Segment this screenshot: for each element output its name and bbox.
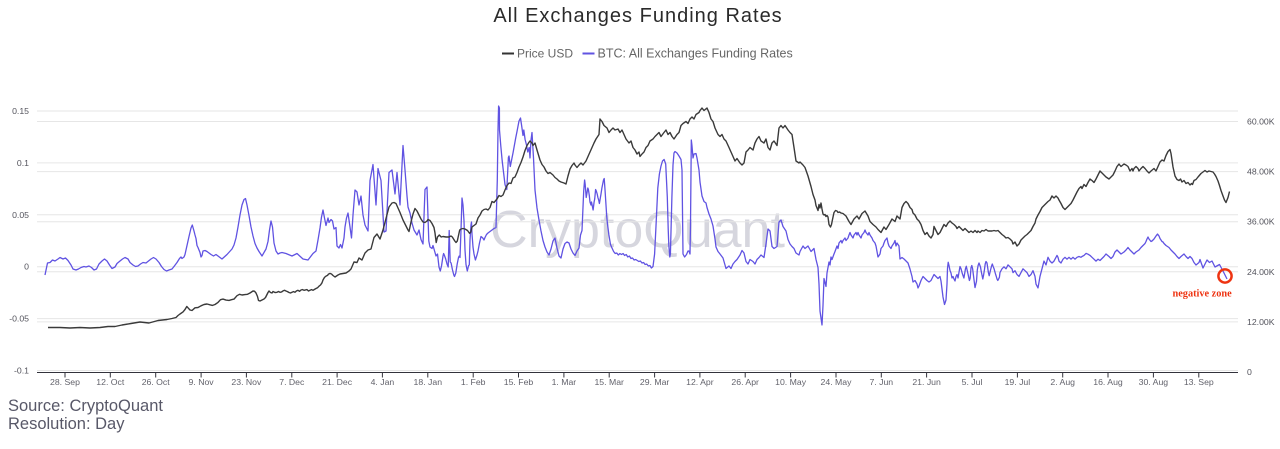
svg-text:26. Apr: 26. Apr bbox=[731, 377, 759, 387]
svg-text:0.05: 0.05 bbox=[12, 210, 29, 220]
svg-text:0: 0 bbox=[1247, 367, 1252, 377]
svg-text:1. Mar: 1. Mar bbox=[552, 377, 577, 387]
svg-text:7. Dec: 7. Dec bbox=[279, 377, 305, 387]
svg-text:12. Apr: 12. Apr bbox=[686, 377, 714, 387]
svg-text:2. Aug: 2. Aug bbox=[1050, 377, 1075, 387]
svg-text:19. Jul: 19. Jul bbox=[1005, 377, 1031, 387]
svg-text:CryptoQuant: CryptoQuant bbox=[490, 201, 785, 259]
svg-text:0.1: 0.1 bbox=[17, 158, 29, 168]
svg-text:26. Oct: 26. Oct bbox=[142, 377, 171, 387]
svg-text:36.00K: 36.00K bbox=[1247, 217, 1275, 227]
svg-text:BTC: All Exchanges Funding Rat: BTC: All Exchanges Funding Rates bbox=[598, 47, 793, 61]
svg-text:negative zone: negative zone bbox=[1173, 289, 1233, 300]
svg-text:7. Jun: 7. Jun bbox=[869, 377, 893, 387]
svg-text:30. Aug: 30. Aug bbox=[1139, 377, 1169, 387]
svg-text:Price USD: Price USD bbox=[517, 47, 573, 61]
svg-text:10. May: 10. May bbox=[775, 377, 807, 387]
svg-text:16. Aug: 16. Aug bbox=[1093, 377, 1123, 387]
svg-text:4. Jan: 4. Jan bbox=[371, 377, 395, 387]
svg-text:0.15: 0.15 bbox=[12, 106, 29, 116]
svg-text:12.00K: 12.00K bbox=[1247, 317, 1275, 327]
svg-text:24. May: 24. May bbox=[821, 377, 853, 387]
svg-text:21. Dec: 21. Dec bbox=[322, 377, 353, 387]
svg-text:60.00K: 60.00K bbox=[1247, 117, 1275, 127]
svg-text:24.00K: 24.00K bbox=[1247, 267, 1275, 277]
svg-text:-0.1: -0.1 bbox=[14, 366, 29, 376]
svg-text:28. Sep: 28. Sep bbox=[50, 377, 80, 387]
svg-text:-0.05: -0.05 bbox=[9, 314, 29, 324]
svg-text:29. Mar: 29. Mar bbox=[640, 377, 670, 387]
svg-text:0: 0 bbox=[24, 262, 29, 272]
svg-text:18. Jan: 18. Jan bbox=[414, 377, 443, 387]
svg-text:All Exchanges Funding Rates: All Exchanges Funding Rates bbox=[493, 5, 782, 27]
svg-text:21. Jun: 21. Jun bbox=[912, 377, 941, 387]
svg-text:23. Nov: 23. Nov bbox=[231, 377, 262, 387]
svg-text:15. Feb: 15. Feb bbox=[504, 377, 534, 387]
svg-text:5. Jul: 5. Jul bbox=[962, 377, 983, 387]
svg-text:9. Nov: 9. Nov bbox=[189, 377, 215, 387]
svg-text:13. Sep: 13. Sep bbox=[1184, 377, 1214, 387]
svg-text:12. Oct: 12. Oct bbox=[96, 377, 125, 387]
svg-text:48.00K: 48.00K bbox=[1247, 167, 1275, 177]
svg-text:1. Feb: 1. Feb bbox=[461, 377, 486, 387]
svg-text:15. Mar: 15. Mar bbox=[594, 377, 624, 387]
